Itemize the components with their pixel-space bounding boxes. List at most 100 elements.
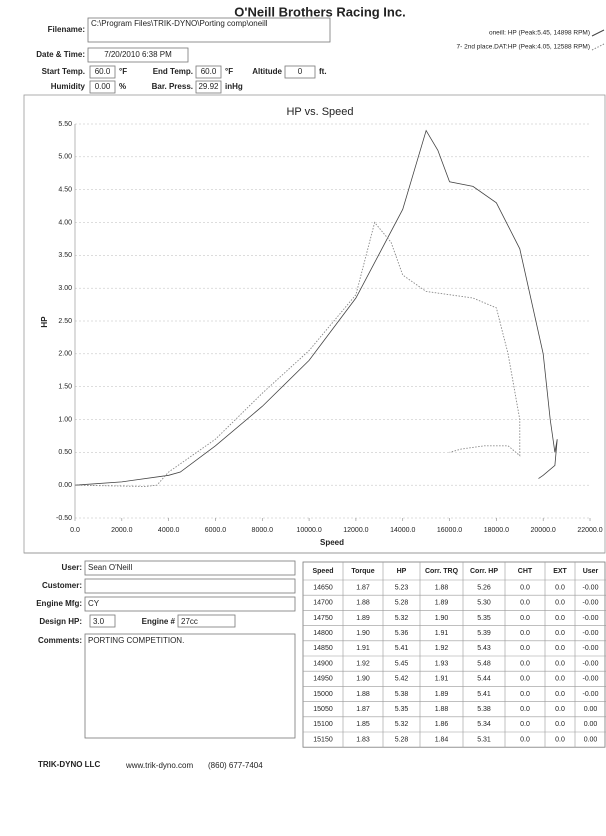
table-cell: 5.34 — [477, 721, 491, 728]
table-cell: 5.31 — [477, 736, 491, 743]
field-value: 29.92 — [198, 82, 219, 91]
y-tick-label: 2.00 — [58, 351, 72, 358]
table-cell: 0.0 — [555, 630, 565, 637]
table-cell: 14800 — [313, 630, 333, 637]
x-tick-label: 4000.0 — [158, 527, 180, 534]
series-line — [74, 129, 558, 486]
column-header: Speed — [312, 568, 333, 575]
field-label: Bar. Press. — [152, 82, 193, 91]
field-value: 7/20/2010 6:38 PM — [104, 50, 172, 59]
field-box — [195, 80, 222, 94]
y-axis-label: HP — [40, 316, 49, 328]
table-cell: 0.00 — [584, 706, 598, 713]
table-cell: 0.00 — [584, 721, 598, 728]
table-cell: -0.00 — [583, 584, 599, 591]
field-box — [89, 80, 116, 94]
footer-company: TRIK-DYNO LLC — [38, 760, 100, 769]
table-cell: 5.28 — [395, 600, 409, 607]
table-cell: 1.93 — [435, 660, 449, 667]
column-header: Corr. TRQ — [425, 568, 459, 575]
table-cell: -0.00 — [583, 630, 599, 637]
field-box — [89, 65, 116, 79]
form-value: PORTING COMPETITION. — [88, 636, 184, 645]
table-cell: -0.00 — [583, 615, 599, 622]
field-unit: inHg — [225, 82, 243, 91]
table-cell: 1.91 — [435, 676, 449, 683]
table-cell: 5.32 — [395, 615, 409, 622]
table-cell: 5.41 — [477, 691, 491, 698]
table-cell: 14900 — [313, 660, 333, 667]
table-cell: 0.0 — [555, 691, 565, 698]
table-frame — [302, 561, 606, 748]
field-label: Filename: — [48, 25, 85, 34]
table-cell: 5.35 — [477, 615, 491, 622]
table-cell: 14950 — [313, 676, 333, 683]
field-label: Humidity — [51, 82, 86, 91]
table-cell: 0.0 — [555, 584, 565, 591]
form-label: Comments: — [38, 636, 82, 645]
field-box — [195, 65, 222, 79]
footer-phone: (860) 677-7404 — [208, 761, 263, 770]
x-tick-label: 10000.0 — [296, 527, 321, 534]
y-tick-label: 5.50 — [58, 121, 72, 128]
legend-entry: 7- 2nd place.DAT:HP (Peak:4.05, 12588 RP… — [457, 44, 590, 51]
table-cell: 0.0 — [520, 676, 530, 683]
table-cell: 5.23 — [395, 584, 409, 591]
x-tick-label: 14000.0 — [390, 527, 415, 534]
y-tick-label: 1.00 — [58, 416, 72, 423]
x-tick-label: 2000.0 — [111, 527, 133, 534]
table-cell: 14750 — [313, 615, 333, 622]
table-cell: 5.41 — [395, 645, 409, 652]
column-header: CHT — [518, 568, 533, 575]
field-value: 60.0 — [201, 67, 217, 76]
table-cell: 0.0 — [555, 676, 565, 683]
table-cell: 15050 — [313, 706, 333, 713]
table-cell: 5.36 — [395, 630, 409, 637]
series-line — [74, 221, 521, 487]
x-tick-label: 16000.0 — [437, 527, 462, 534]
table-cell: 0.00 — [584, 736, 598, 743]
legend-entry: oneill: HP (Peak:5.45, 14898 RPM) — [489, 30, 590, 37]
field-box — [284, 65, 316, 79]
table-cell: 14850 — [313, 645, 333, 652]
table-cell: 0.0 — [520, 584, 530, 591]
table-cell: 0.0 — [520, 630, 530, 637]
table-cell: 5.43 — [477, 645, 491, 652]
table-cell: 5.42 — [395, 676, 409, 683]
table-cell: -0.00 — [583, 645, 599, 652]
legend-swatch — [591, 43, 605, 51]
y-tick-label: 3.00 — [58, 285, 72, 292]
table-cell: 0.0 — [555, 736, 565, 743]
y-tick-label: 5.00 — [58, 154, 72, 161]
table-cell: 1.89 — [435, 691, 449, 698]
table-cell: 1.88 — [356, 691, 370, 698]
field-label: Altitude — [252, 67, 282, 76]
form-box — [84, 560, 296, 576]
table-cell: 5.45 — [395, 660, 409, 667]
form-label: Customer: — [42, 581, 82, 590]
field-value: C:\Program Files\TRIK-DYNO\Porting comp\… — [91, 19, 268, 28]
x-tick-label: 20000.0 — [531, 527, 556, 534]
field-unit: °F — [225, 67, 233, 76]
table-cell: 1.90 — [435, 615, 449, 622]
table-cell: 1.92 — [435, 645, 449, 652]
x-tick-label: 12000.0 — [343, 527, 368, 534]
table-cell: 0.0 — [520, 706, 530, 713]
table-cell: 15150 — [313, 736, 333, 743]
table-cell: 1.87 — [356, 706, 370, 713]
column-header: HP — [397, 568, 407, 575]
table-cell: 0.0 — [520, 736, 530, 743]
form-box — [89, 614, 116, 628]
y-tick-label: 2.50 — [58, 318, 72, 325]
table-cell: -0.00 — [583, 600, 599, 607]
x-tick-label: 18000.0 — [484, 527, 509, 534]
table-cell: 1.90 — [356, 630, 370, 637]
field-box — [87, 47, 189, 63]
y-tick-label: -0.50 — [56, 515, 72, 522]
form-box — [84, 633, 296, 739]
table-cell: 1.87 — [356, 584, 370, 591]
y-tick-label: 0.00 — [58, 482, 72, 489]
table-cell: 5.30 — [477, 600, 491, 607]
form-label: Design HP: — [39, 617, 82, 626]
x-tick-label: 0.0 — [70, 527, 80, 534]
